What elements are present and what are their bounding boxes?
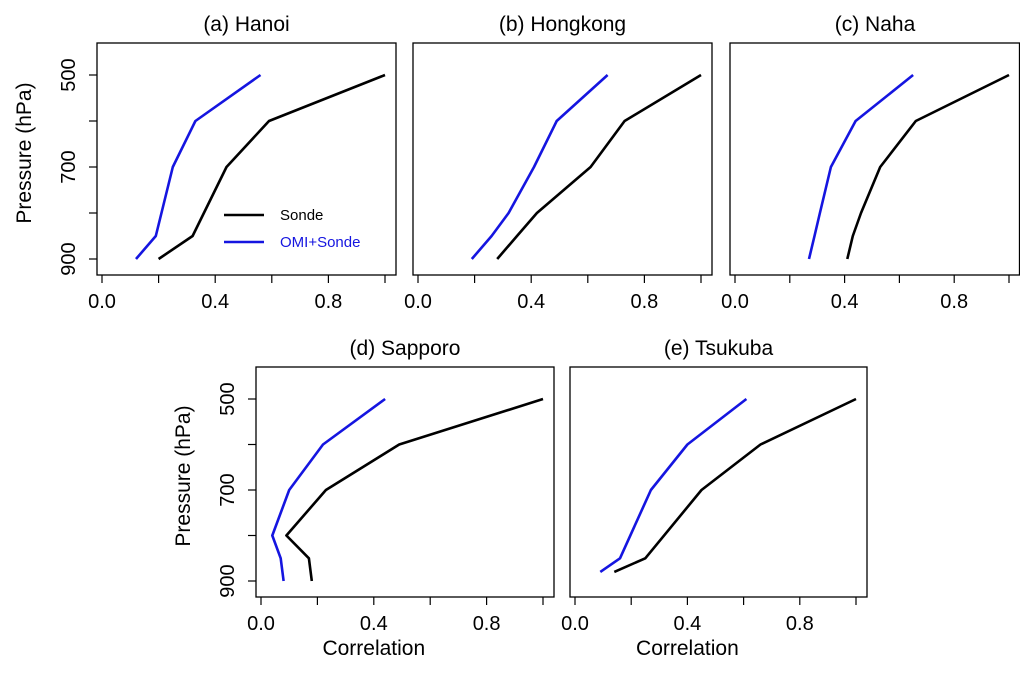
- sapporo-y-tick-label: 700: [217, 473, 239, 506]
- hongkong-series-omi-sonde: [470, 74, 609, 260]
- sapporo-y-tick-label: 900: [217, 564, 239, 597]
- tsukuba-series-sonde: [613, 397, 857, 574]
- sapporo-x-tick-label: 0.4: [360, 613, 388, 635]
- hanoi-x-tick-label: 0.0: [88, 291, 116, 313]
- hanoi-title: (a) Hanoi: [203, 13, 289, 36]
- naha-series-omi-sonde: [807, 73, 914, 260]
- hanoi-x-tick-label: 0.8: [314, 291, 342, 313]
- sapporo-x-tick-label: 0.8: [473, 613, 501, 635]
- hanoi-y-tick-label: 700: [58, 150, 80, 183]
- hongkong-series-sonde: [496, 73, 702, 260]
- hanoi-legend: Sonde OMI+Sonde: [224, 207, 360, 251]
- hanoi-y-tick-label: 900: [58, 242, 80, 275]
- hongkong-x-tick-label: 0.0: [404, 291, 432, 313]
- naha-x-tick-label: 0.4: [831, 291, 859, 313]
- naha-title: (c) Naha: [835, 13, 916, 36]
- sapporo-x-axis-label: Correlation: [322, 637, 425, 660]
- hongkong-frame: [412, 42, 713, 276]
- sapporo-y-tick-label: 500: [217, 382, 239, 415]
- tsukuba-x-tick-label: 0.4: [673, 613, 701, 635]
- panel-tsukuba: (e) Tsukuba 0.0 0.4 0.8 Correlation: [561, 337, 868, 660]
- tsukuba-x-tick-label: 0.8: [786, 613, 814, 635]
- sapporo-series-omi-sonde: [270, 397, 386, 582]
- hongkong-x-tick-label: 0.8: [630, 291, 658, 313]
- hanoi-series-omi-sonde: [135, 73, 262, 260]
- naha-x-tick-label: 0.0: [721, 291, 749, 313]
- hanoi-frame: [96, 42, 397, 276]
- hanoi-legend-label-sonde: Sonde: [280, 207, 323, 224]
- tsukuba-x-tick-label: 0.0: [561, 613, 589, 635]
- naha-frame: [729, 42, 1020, 276]
- sapporo-y-axis-label: Pressure (hPa): [172, 405, 195, 546]
- tsukuba-x-axis-label: Correlation: [636, 637, 739, 660]
- panel-hongkong: (b) Hongkong 0.0 0.4 0.8: [404, 13, 713, 313]
- sapporo-series-sonde: [285, 397, 544, 582]
- tsukuba-title: (e) Tsukuba: [664, 337, 774, 360]
- hongkong-x-tick-label: 0.4: [517, 291, 545, 313]
- hanoi-series-sonde: [157, 73, 386, 261]
- hongkong-title: (b) Hongkong: [499, 13, 626, 36]
- sapporo-x-tick-label: 0.0: [247, 613, 275, 635]
- sapporo-frame: [255, 366, 555, 598]
- hanoi-y-axis-label: Pressure (hPa): [13, 82, 36, 223]
- tsukuba-frame: [569, 366, 868, 598]
- hanoi-y-tick-label: 500: [58, 58, 80, 91]
- panel-hanoi: (a) Hanoi 0.0 0.4 0.8 500 700 900 Pressure (hPa…: [13, 13, 397, 313]
- panel-sapporo: (d) Sapporo 0.0 0.4 0.8 500 700 900 Pressure (h…: [172, 337, 555, 660]
- tsukuba-series-omi-sonde: [599, 397, 748, 573]
- hanoi-x-tick-label: 0.4: [201, 291, 229, 313]
- naha-x-tick-label: 0.8: [940, 291, 968, 313]
- naha-series-sonde: [846, 73, 1010, 260]
- sapporo-title: (d) Sapporo: [350, 337, 461, 360]
- panel-naha: (c) Naha 0.0 0.4 0.8: [721, 13, 1020, 313]
- hanoi-legend-label-omi-sonde: OMI+Sonde: [280, 234, 360, 251]
